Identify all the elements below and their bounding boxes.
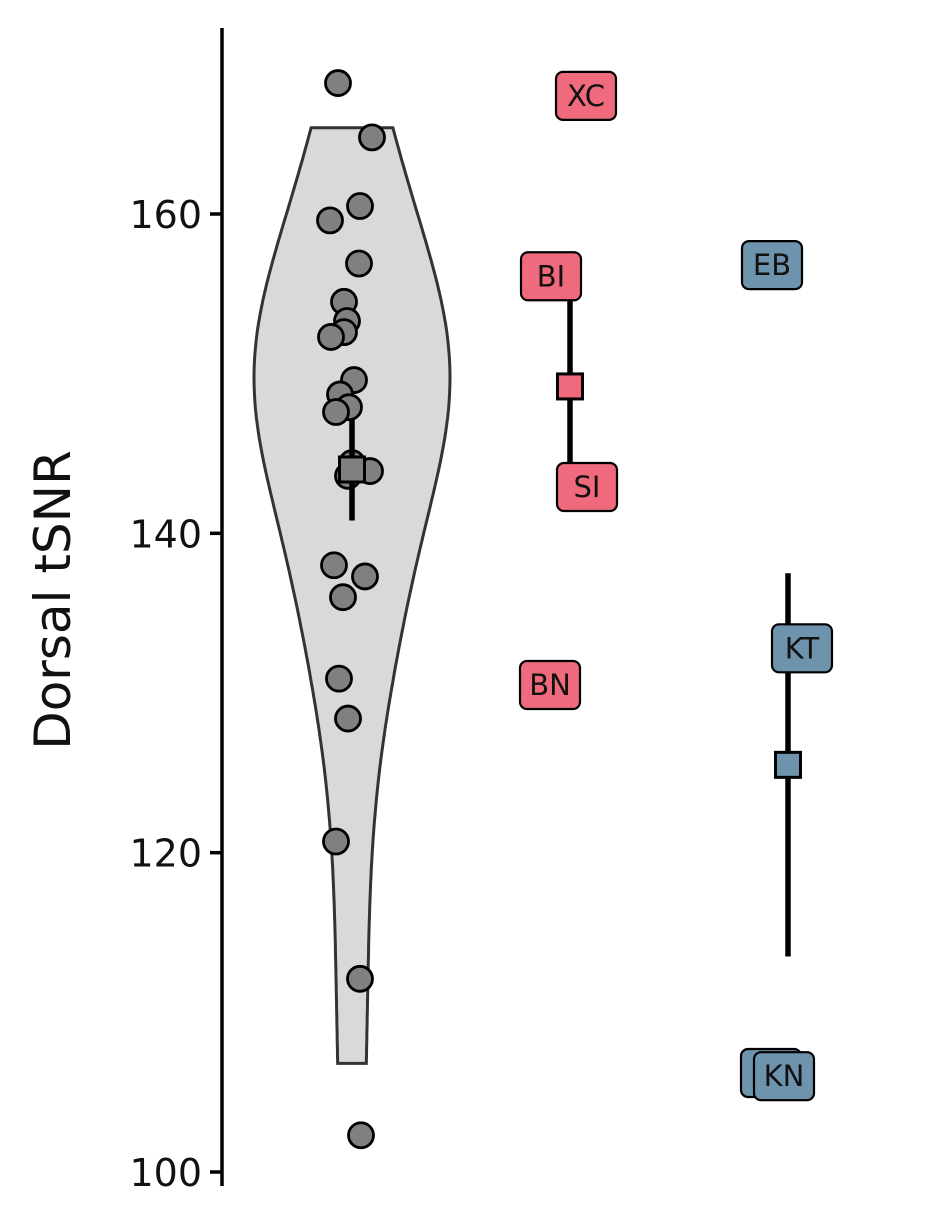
distribution-point xyxy=(351,562,379,591)
group-a-label-xc-text: XC xyxy=(567,79,605,113)
distribution-point xyxy=(334,704,362,733)
distribution-point xyxy=(329,583,357,612)
y-axis-title: Dorsal tSNR xyxy=(24,450,82,750)
group-labels: XC BI SI BN EB KT KN xyxy=(518,70,834,1102)
group-b-label-kt-text: KT xyxy=(785,631,820,665)
distribution-point xyxy=(316,206,344,235)
group-b-mean-marker xyxy=(774,750,802,779)
group-b-label-eb-text: EB xyxy=(753,248,791,282)
y-tick-label-160: 160 xyxy=(129,193,202,237)
y-tick-label-120: 120 xyxy=(129,832,202,876)
distribution-point xyxy=(322,827,350,856)
distribution-point xyxy=(325,664,353,693)
group-a-label-bi-box xyxy=(519,251,583,302)
distribution-point xyxy=(322,398,350,426)
distribution-point xyxy=(346,964,374,993)
group-a-label-xc-box xyxy=(554,70,618,121)
group-b-label-eb-box xyxy=(740,239,804,291)
distribution-point xyxy=(346,192,374,220)
distribution-point xyxy=(324,69,352,97)
group-a-label-bi-text: BI xyxy=(537,259,565,293)
group-b-label-kn-box xyxy=(752,1051,816,1102)
group-b-label-kt-box xyxy=(770,623,834,674)
distribution-point xyxy=(317,323,345,351)
y-tick-label-100: 100 xyxy=(129,1151,202,1195)
distribution-point xyxy=(347,1121,375,1150)
y-axis: 100 120 140 160 xyxy=(129,28,224,1195)
group-a-label-si-box xyxy=(555,461,619,513)
y-tick-label-140: 140 xyxy=(129,512,202,556)
distribution-point xyxy=(320,551,348,580)
group-a-label-si-text: SI xyxy=(574,470,601,504)
group-a-mean-marker xyxy=(556,372,584,401)
group-a-label-bn-box xyxy=(518,659,582,711)
distribution-points xyxy=(316,69,386,1150)
distribution-point xyxy=(345,249,373,278)
distribution-point xyxy=(358,123,386,152)
group-b-label-kn-text: KN xyxy=(764,1059,805,1093)
distribution-mean-marker xyxy=(338,455,366,484)
group-a-label-bn-text: BN xyxy=(529,668,571,702)
